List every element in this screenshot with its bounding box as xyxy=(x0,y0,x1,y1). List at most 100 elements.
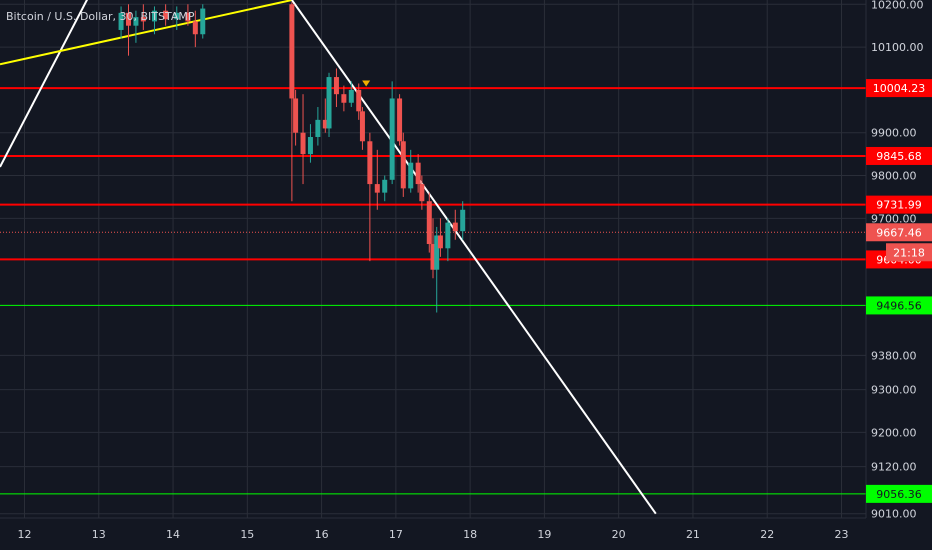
x-tick-label: 21 xyxy=(686,528,700,541)
candle-body xyxy=(174,12,180,20)
candle-body xyxy=(300,132,306,155)
price-tag-label: 9845.68 xyxy=(876,150,922,163)
price-tag-bg xyxy=(866,195,932,214)
x-tick-label: 12 xyxy=(18,528,32,541)
trendline xyxy=(0,0,89,168)
candle xyxy=(389,81,395,185)
x-axis-ticks: 12 13 14 15 16 17 18 19 20 21 22 23 xyxy=(18,528,849,541)
candle-body xyxy=(359,111,365,142)
candle xyxy=(397,94,403,146)
x-tick-label: 14 xyxy=(166,528,180,541)
candle-body xyxy=(140,17,146,22)
x-tick-label: 17 xyxy=(389,528,403,541)
trendlines xyxy=(0,0,657,515)
candle-body xyxy=(419,184,425,202)
candle-body xyxy=(434,235,440,270)
candle-body xyxy=(163,10,169,20)
candle-body xyxy=(445,222,451,249)
candle-body xyxy=(133,17,139,26)
countdown-label: 21:18 xyxy=(893,246,925,259)
price-tag: 9731.99 xyxy=(866,195,932,214)
y-tick-label: 9700.00 xyxy=(871,212,917,225)
trendline xyxy=(0,0,293,66)
candle xyxy=(140,4,146,30)
candle xyxy=(174,6,180,30)
candle-body xyxy=(389,98,395,180)
candle xyxy=(415,154,421,193)
candle-body xyxy=(322,119,328,129)
candle xyxy=(374,149,380,210)
candle xyxy=(437,218,443,257)
candle xyxy=(367,132,373,262)
price-tag: 9845.68 xyxy=(866,146,932,165)
y-axis-ticks: 10200.00 10100.00 9900.00 9800.00 9700.00 938… xyxy=(871,0,924,521)
candle-body xyxy=(200,8,206,35)
candle xyxy=(133,10,139,43)
candle-body xyxy=(382,179,388,193)
candle xyxy=(300,94,306,185)
candle-body xyxy=(374,184,380,193)
candle-body xyxy=(125,12,131,26)
candle xyxy=(118,6,124,39)
y-tick-label: 10100.00 xyxy=(871,41,924,54)
candle xyxy=(200,4,206,39)
candle xyxy=(326,72,332,137)
price-tag-label: 9731.99 xyxy=(876,199,922,212)
trendline xyxy=(291,0,657,515)
x-tick-label: 23 xyxy=(834,528,848,541)
candle xyxy=(307,124,313,163)
candle xyxy=(315,107,321,146)
candle xyxy=(125,4,131,56)
price-tag: 10004.23 xyxy=(866,79,932,98)
candle-body xyxy=(118,12,124,30)
horizontal-levels xyxy=(0,87,866,495)
y-tick-label: 10200.00 xyxy=(871,0,924,11)
candle xyxy=(293,89,299,146)
countdown-bg xyxy=(886,243,932,262)
current-price-tag: 9667.46 21:18 xyxy=(866,223,932,262)
candle xyxy=(289,2,295,202)
y-tick-label: 9380.00 xyxy=(871,349,917,362)
y-tick-label: 9200.00 xyxy=(871,426,917,439)
candle xyxy=(185,4,191,26)
chart-grid xyxy=(0,0,866,518)
candle xyxy=(460,201,466,240)
price-tag-bg xyxy=(866,79,932,98)
candles xyxy=(118,2,466,313)
x-tick-label: 22 xyxy=(760,528,774,541)
candle-body xyxy=(192,21,198,35)
price-tag-label: 10004.23 xyxy=(873,82,926,95)
candle xyxy=(322,98,328,133)
price-tag-bg xyxy=(866,296,932,315)
x-tick-label: 18 xyxy=(463,528,477,541)
x-tick-label: 19 xyxy=(537,528,551,541)
price-tag-bg xyxy=(866,146,932,165)
candle xyxy=(333,68,339,108)
candle xyxy=(452,209,458,240)
y-tick-label: 9120.00 xyxy=(871,461,917,474)
candle xyxy=(400,132,406,197)
price-tag-bg xyxy=(866,484,932,503)
candle-body xyxy=(293,98,299,133)
price-tag-label: 9496.56 xyxy=(876,299,922,312)
candle xyxy=(356,83,362,120)
candle xyxy=(348,81,354,108)
current-price-tag-bg xyxy=(866,223,932,242)
price-tag: 9496.56 xyxy=(866,296,932,315)
candle xyxy=(192,10,198,48)
candle xyxy=(359,107,365,150)
candle-body xyxy=(452,222,458,232)
candle-body xyxy=(356,89,362,112)
down-triangle-marker xyxy=(362,80,371,87)
price-tags: 10004.239845.689731.999604.009496.569056… xyxy=(866,79,932,503)
candle xyxy=(408,149,414,193)
candle-body xyxy=(408,162,414,189)
candle-body xyxy=(460,209,466,232)
candle xyxy=(419,175,425,210)
candle-body xyxy=(400,141,406,189)
current-price-label: 9667.46 xyxy=(876,226,922,239)
x-tick-label: 15 xyxy=(240,528,254,541)
candle xyxy=(434,226,440,313)
candle-body xyxy=(289,4,295,99)
